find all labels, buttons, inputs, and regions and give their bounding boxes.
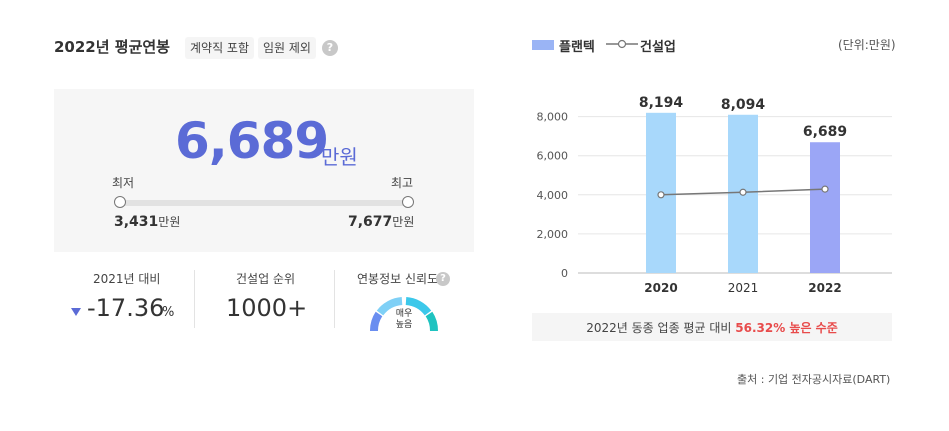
comparison-note: 2022년 동종 업종 평균 대비 56.32% 높은 수준: [532, 319, 892, 336]
yoy-label: 2021년 대비: [93, 272, 161, 286]
trust-gauge-text: 매우 높음: [385, 309, 423, 331]
min-label: 최저: [112, 176, 135, 190]
line-point: [739, 188, 747, 196]
x-tick-label: 2021: [728, 281, 759, 295]
filter-chip-executives-excluded: 임원 제외: [258, 37, 316, 59]
x-tick-label: 2020: [644, 281, 677, 295]
y-tick-label: 0: [561, 267, 568, 280]
line-point: [821, 185, 829, 193]
salary-chart: 0 2,000 4,000 6,000 8,000 8,194 2020 8,094 2021 6…: [537, 95, 892, 295]
filter-chip-contract-included: 계약직 포함: [185, 37, 255, 59]
x-tick-label: 2022: [808, 281, 841, 295]
min-salary-unit: 만원: [158, 215, 181, 229]
trust-level-line2: 높음: [395, 320, 413, 330]
yoy-unit: %: [162, 305, 175, 320]
comparison-bar: [532, 313, 892, 341]
help-icon[interactable]: ?: [436, 272, 450, 286]
rank-value: 1000+: [226, 294, 308, 322]
trust-label: 연봉정보 신뢰도: [357, 272, 439, 286]
bar-value-label: 8,194: [639, 95, 684, 111]
legend-bar-label: 플랜텍: [559, 40, 595, 55]
legend-line-swatch: [606, 39, 638, 49]
legend-line-label: 건설업: [640, 40, 676, 55]
y-tick-label: 2,000: [537, 228, 569, 241]
min-salary: 3,431만원: [114, 213, 180, 230]
legend-bar-swatch: [532, 40, 554, 50]
stat-divider: [194, 270, 195, 328]
line-point: [657, 191, 665, 199]
bar: [810, 142, 840, 273]
y-tick-label: 8,000: [537, 111, 569, 124]
salary-range-track: [120, 200, 408, 206]
down-arrow-icon: [71, 308, 81, 316]
rank-label: 건설업 순위: [236, 272, 296, 286]
page-title: 2022년 평균연봉: [54, 38, 170, 56]
average-salary-value: 6,689: [175, 112, 329, 170]
y-tick-label: 4,000: [537, 189, 569, 202]
range-max-knob: [402, 196, 414, 208]
comparison-prefix: 2022년 동종 업종 평균 대비: [586, 321, 732, 335]
bar-value-label: 8,094: [721, 97, 766, 113]
min-salary-value: 3,431: [114, 214, 159, 230]
max-salary-unit: 만원: [392, 215, 415, 229]
y-tick-label: 6,000: [537, 150, 569, 163]
salary-summary-box: [54, 89, 474, 252]
max-salary-value: 7,677: [348, 214, 393, 230]
help-icon[interactable]: ?: [322, 40, 338, 56]
comparison-highlight: 56.32% 높은 수준: [735, 321, 838, 335]
bar-value-label: 6,689: [803, 124, 847, 140]
average-salary-unit: 만원: [321, 145, 358, 169]
source-note: 출처 : 기업 전자공시자료(DART): [737, 373, 891, 386]
stat-divider: [334, 270, 335, 328]
yoy-value: -17.36: [87, 294, 165, 322]
max-salary: 7,677만원: [348, 213, 414, 230]
trust-level-line1: 매우: [395, 309, 413, 319]
trust-gauge-icon: [370, 297, 438, 332]
max-label: 최고: [391, 176, 414, 190]
range-min-knob: [114, 196, 126, 208]
unit-note: (단위:만원): [838, 38, 896, 52]
